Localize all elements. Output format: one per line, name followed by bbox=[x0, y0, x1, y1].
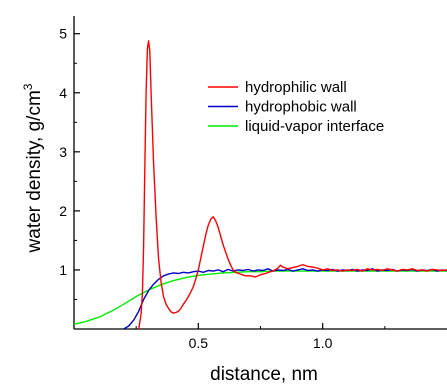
tick-layer: 1 2 3 4 5 0.5 1.0 bbox=[59, 26, 386, 351]
y-tick-label: 4 bbox=[59, 85, 67, 101]
legend: hydrophilic wall hydrophobic wall liquid-v… bbox=[208, 79, 384, 135]
series-line-hydrophilic-wall bbox=[138, 40, 447, 330]
series-line-hydrophobic-wall bbox=[123, 268, 447, 330]
plot-area bbox=[73, 16, 447, 330]
y-axis-title-text: water density, g/cm bbox=[24, 90, 45, 253]
y-tick-label: 1 bbox=[59, 262, 67, 278]
x-axis-title: distance, nm bbox=[210, 364, 318, 385]
y-tick-label: 3 bbox=[59, 144, 67, 160]
y-axis-title-superscript: 3 bbox=[21, 83, 35, 90]
x-tick-label: 1.0 bbox=[313, 335, 333, 351]
y-tick-label: 5 bbox=[59, 26, 67, 42]
x-tick-label: 0.5 bbox=[189, 335, 209, 351]
series-layer bbox=[73, 40, 447, 330]
legend-label: hydrophobic wall bbox=[245, 99, 357, 116]
series-line-liquid-vapor-interface bbox=[73, 270, 447, 325]
y-tick-label: 2 bbox=[59, 203, 67, 219]
legend-label: liquid-vapor interface bbox=[245, 118, 384, 135]
legend-label: hydrophilic wall bbox=[245, 79, 347, 96]
y-axis-title: water density, g/cm3 bbox=[21, 83, 45, 253]
